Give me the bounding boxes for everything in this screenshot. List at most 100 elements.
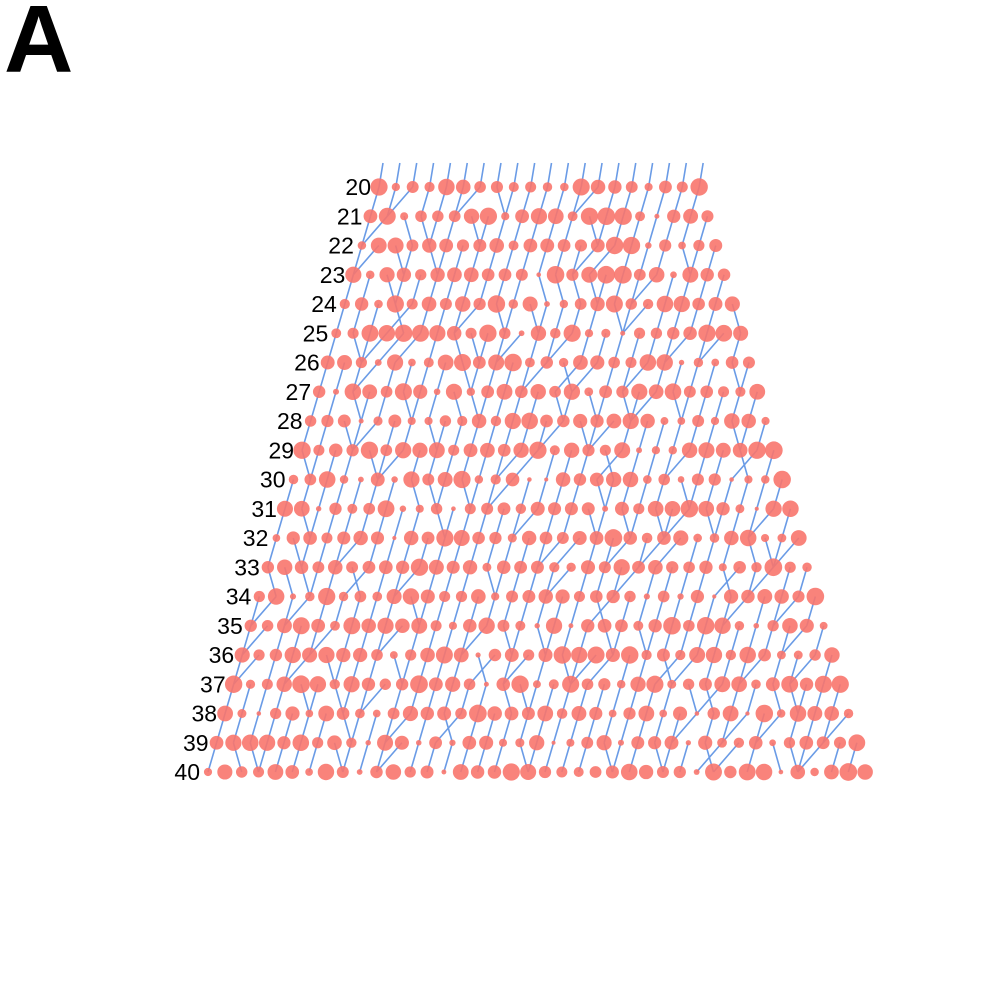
node (810, 767, 819, 777)
row-label: 20 (345, 174, 371, 200)
node (489, 531, 502, 545)
node (343, 617, 361, 635)
node (793, 650, 803, 660)
node (289, 593, 297, 600)
node (739, 646, 756, 664)
node (410, 675, 428, 694)
node (641, 649, 652, 661)
node (819, 621, 828, 630)
node (690, 589, 705, 604)
node (644, 182, 653, 192)
edge (454, 186, 481, 217)
node (522, 590, 536, 603)
node (707, 707, 721, 720)
node (475, 652, 481, 658)
node (392, 535, 397, 541)
node (508, 181, 519, 193)
node (463, 208, 480, 224)
node (572, 531, 587, 545)
node (839, 763, 858, 781)
node (613, 559, 630, 576)
row-label: 24 (311, 291, 337, 317)
node (437, 706, 452, 721)
row-label: 39 (183, 730, 209, 756)
node (723, 589, 739, 604)
node (664, 500, 681, 517)
node (217, 764, 233, 780)
edge (443, 742, 454, 773)
node (605, 765, 619, 779)
edge (611, 684, 622, 714)
node (327, 559, 343, 575)
node (767, 620, 779, 632)
edge (639, 186, 650, 217)
node (430, 620, 442, 632)
node (377, 617, 394, 634)
node (505, 472, 520, 487)
node (605, 295, 623, 313)
node (363, 502, 376, 515)
node (305, 591, 315, 602)
node (347, 503, 358, 514)
node (430, 503, 443, 515)
edge (520, 361, 548, 393)
node (415, 504, 424, 513)
node (548, 502, 562, 516)
node (408, 358, 416, 367)
node (659, 239, 672, 252)
node (566, 268, 579, 281)
node (479, 207, 498, 225)
node (624, 590, 636, 603)
panel-label: A (4, 0, 74, 93)
node (608, 180, 622, 194)
node (472, 531, 485, 545)
node (617, 739, 624, 746)
node (548, 679, 559, 690)
node (590, 414, 604, 428)
node (733, 560, 746, 574)
node (439, 590, 451, 603)
row-label: 31 (251, 496, 277, 522)
node (455, 179, 471, 195)
edge (334, 596, 345, 626)
node (423, 357, 434, 368)
node (597, 265, 615, 284)
node (515, 268, 528, 281)
node (729, 477, 734, 482)
node (540, 356, 553, 369)
node (487, 295, 506, 313)
node (267, 588, 285, 605)
node (329, 679, 340, 690)
node (374, 359, 382, 366)
node (504, 706, 519, 721)
node (745, 711, 750, 716)
node (660, 417, 669, 425)
node (699, 560, 713, 574)
node (539, 531, 553, 545)
node (415, 210, 427, 223)
node (379, 678, 391, 690)
node (338, 591, 349, 602)
node (690, 178, 708, 196)
node (339, 298, 350, 310)
node (466, 387, 475, 396)
node (454, 354, 471, 371)
node (457, 415, 468, 427)
node (529, 735, 545, 751)
row-label: 22 (328, 233, 354, 259)
node (714, 676, 731, 693)
node (321, 414, 334, 428)
row-label: 40 (174, 759, 200, 785)
node (225, 734, 242, 751)
edge (342, 566, 370, 598)
node (754, 506, 759, 511)
node (438, 178, 455, 196)
node (530, 208, 548, 225)
node (608, 709, 617, 718)
node (715, 324, 733, 342)
node (267, 764, 284, 780)
node (638, 705, 655, 722)
node (474, 475, 484, 484)
node (678, 241, 686, 250)
node (725, 356, 739, 369)
